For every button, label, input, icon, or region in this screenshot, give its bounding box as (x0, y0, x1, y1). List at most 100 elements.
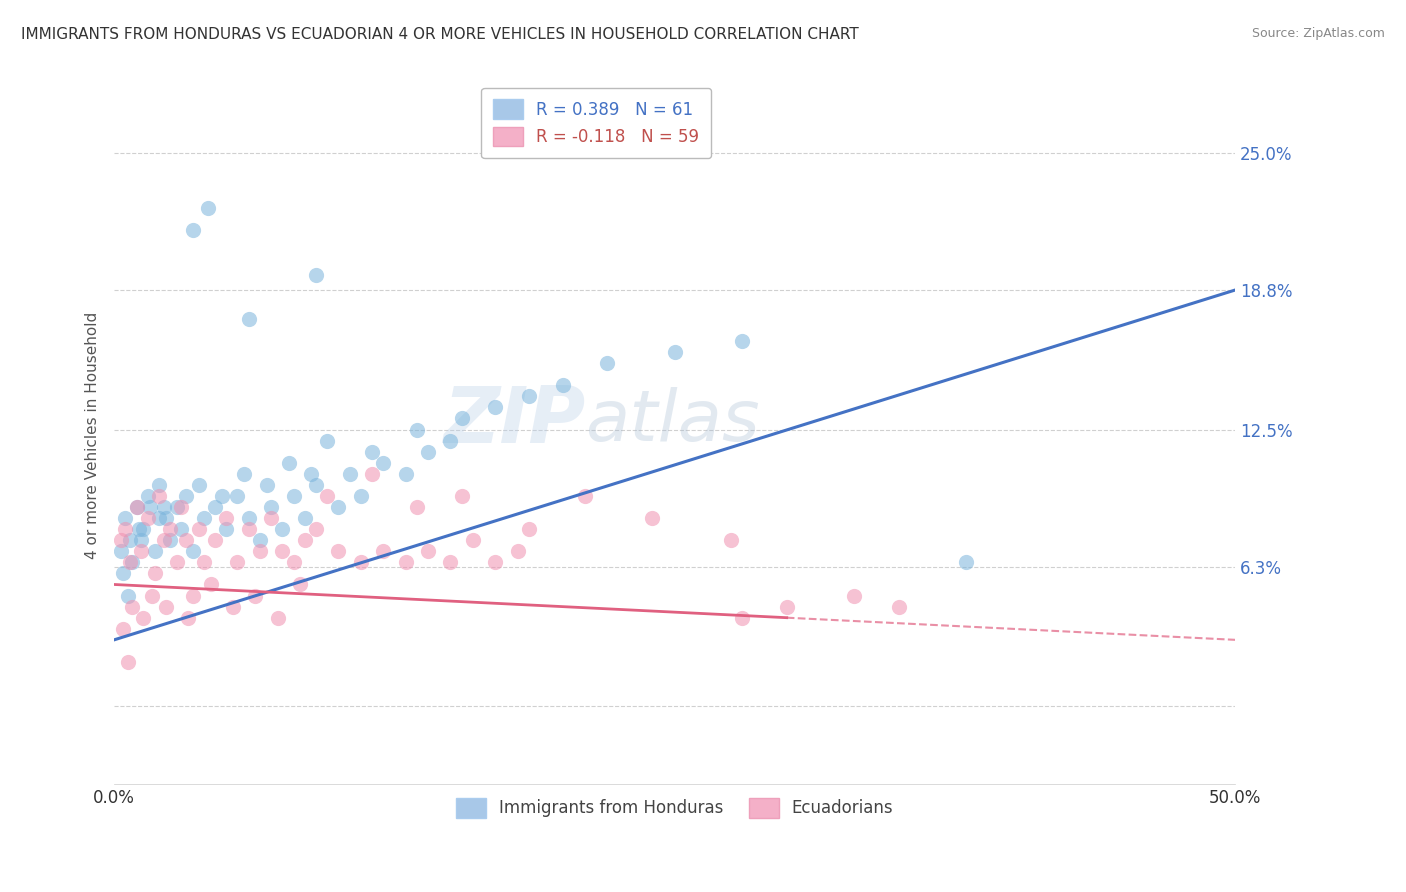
Point (110, 544, 132, 558)
Point (200, 577, 222, 591)
Point (148, 478, 170, 492)
Point (177, 610, 200, 624)
Point (136, 489, 159, 503)
Point (416, 444, 439, 458)
Point (170, 522, 193, 536)
Point (226, 555, 249, 569)
Point (260, 500, 283, 514)
Point (132, 522, 155, 536)
Point (110, 533, 132, 548)
Point (174, 489, 197, 503)
Point (350, 489, 373, 503)
Point (517, 389, 540, 403)
Point (301, 467, 323, 481)
Point (204, 533, 226, 548)
Legend: Immigrants from Honduras, Ecuadorians: Immigrants from Honduras, Ecuadorians (449, 791, 900, 824)
Point (328, 500, 350, 514)
Point (450, 411, 472, 425)
Point (416, 544, 439, 558)
Point (484, 401, 506, 415)
Point (166, 500, 188, 514)
Text: IMMIGRANTS FROM HONDURAS VS ECUADORIAN 4 OR MORE VEHICLES IN HOUSEHOLD CORRELATI: IMMIGRANTS FROM HONDURAS VS ECUADORIAN 4… (21, 27, 859, 42)
Point (197, 201, 219, 215)
Point (159, 522, 181, 536)
Point (256, 478, 278, 492)
Point (136, 511, 159, 525)
Point (166, 555, 188, 569)
Point (350, 555, 373, 569)
Point (204, 500, 226, 514)
Point (181, 589, 204, 603)
Point (118, 533, 141, 548)
Point (664, 345, 686, 359)
Point (450, 489, 472, 503)
Point (439, 434, 461, 448)
Point (731, 610, 754, 624)
Point (267, 610, 290, 624)
Text: atlas: atlas (585, 386, 759, 456)
Point (112, 622, 135, 636)
Point (193, 511, 215, 525)
Point (506, 544, 529, 558)
Point (294, 533, 316, 548)
Point (339, 467, 361, 481)
Point (305, 478, 328, 492)
Point (249, 533, 271, 548)
Point (551, 378, 574, 392)
Point (128, 522, 150, 536)
Point (139, 500, 162, 514)
Point (305, 268, 328, 282)
Point (328, 544, 350, 558)
Point (641, 511, 664, 525)
Point (132, 610, 155, 624)
Point (174, 533, 197, 548)
Point (222, 599, 245, 614)
Point (361, 444, 384, 458)
Point (842, 589, 865, 603)
Point (776, 599, 799, 614)
Point (517, 522, 540, 536)
Point (405, 500, 427, 514)
Point (316, 489, 339, 503)
Point (193, 555, 215, 569)
Point (373, 544, 395, 558)
Point (152, 500, 174, 514)
Point (181, 223, 204, 237)
Point (143, 544, 166, 558)
Point (271, 522, 294, 536)
Point (271, 544, 294, 558)
Point (226, 489, 249, 503)
Point (143, 566, 166, 581)
Point (394, 467, 416, 481)
Point (290, 577, 312, 591)
Point (596, 356, 619, 370)
Point (260, 511, 283, 525)
Point (155, 599, 177, 614)
Point (439, 555, 461, 569)
Point (283, 489, 305, 503)
Point (731, 334, 754, 348)
Point (294, 511, 316, 525)
Point (155, 511, 177, 525)
Point (955, 555, 977, 569)
Point (118, 555, 141, 569)
Point (188, 478, 211, 492)
Text: ZIP: ZIP (443, 383, 585, 459)
Point (373, 456, 395, 470)
Point (148, 511, 170, 525)
Point (887, 599, 910, 614)
Point (129, 544, 152, 558)
Point (720, 533, 742, 548)
Point (249, 544, 271, 558)
Point (574, 489, 596, 503)
Point (121, 599, 143, 614)
Point (112, 566, 135, 581)
Point (215, 511, 238, 525)
Point (170, 500, 193, 514)
Point (394, 555, 416, 569)
Point (114, 522, 136, 536)
Point (405, 423, 427, 437)
Point (245, 589, 267, 603)
Point (181, 544, 204, 558)
Point (188, 522, 211, 536)
